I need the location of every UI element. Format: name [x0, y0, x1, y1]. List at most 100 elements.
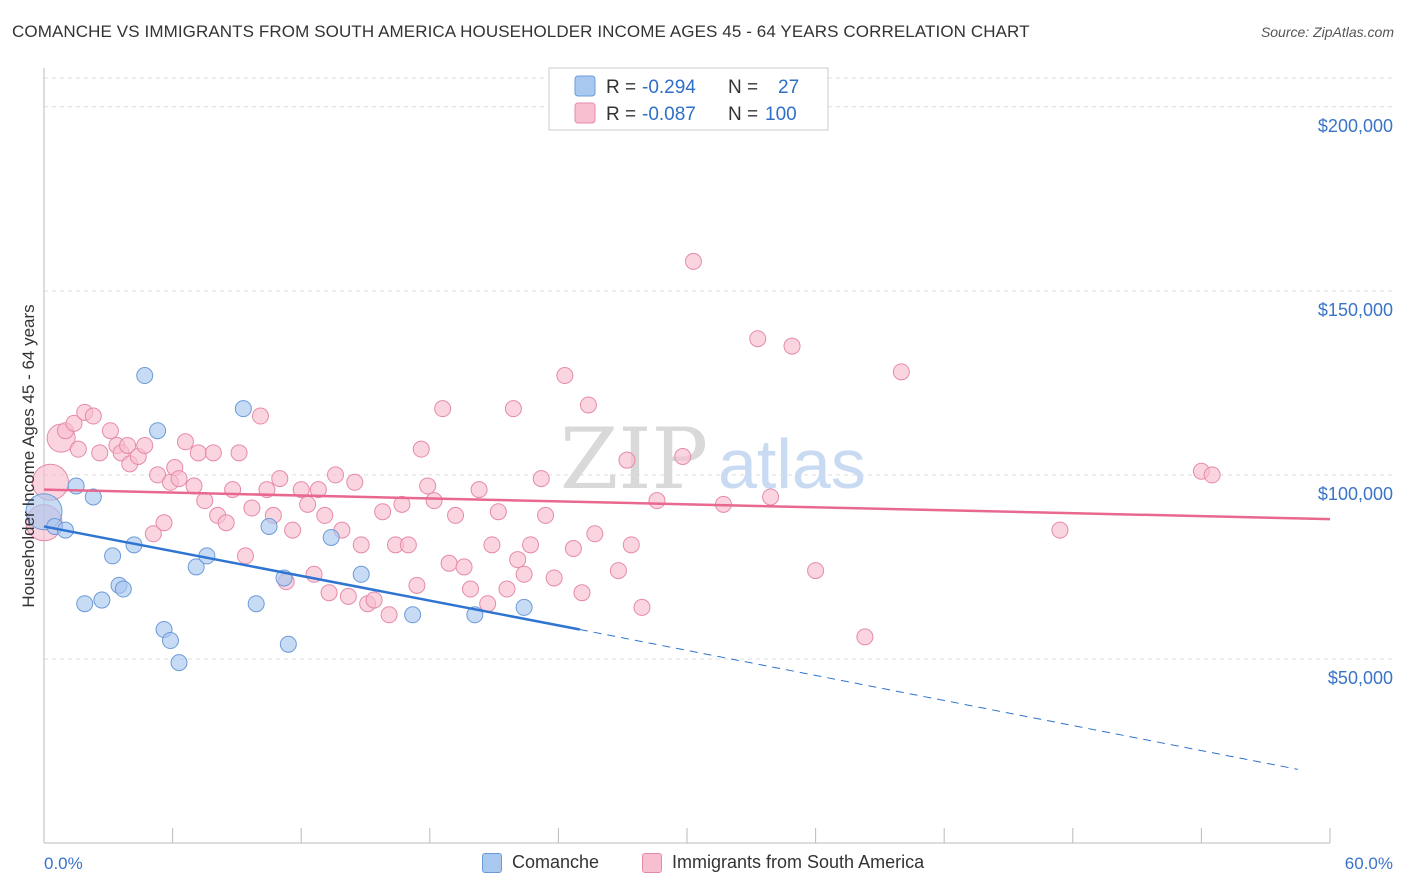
comanche-legend-label: Comanche — [512, 852, 600, 872]
comanche-trend-extension — [579, 629, 1298, 770]
comanche-swatch — [482, 852, 502, 873]
immigrants-swatch — [642, 852, 662, 873]
bottom-legend-comanche: Comanche — [482, 852, 599, 873]
immigrants-point-87 — [648, 492, 666, 510]
immigrants-point-24 — [189, 444, 207, 462]
comanche-point-27 — [515, 598, 533, 616]
immigrants-point-52 — [374, 503, 392, 521]
legend-n-value-1: 27 — [778, 77, 799, 98]
immigrants-point-18 — [155, 514, 173, 532]
immigrants-point-74 — [522, 536, 540, 554]
immigrants-point-97 — [1051, 521, 1069, 539]
legend-r-value-1: -0.294 — [642, 77, 696, 98]
immigrants-point-56 — [399, 536, 417, 554]
comanche-trend-line — [43, 525, 581, 631]
immigrants-point-58 — [412, 440, 430, 458]
watermark-atlas: atlas — [718, 425, 866, 503]
x-tick-label-min: 0.0% — [44, 854, 83, 873]
immigrants-point-73 — [515, 565, 533, 583]
immigrants-point-80 — [573, 584, 591, 602]
immigrants-point-85 — [618, 451, 636, 469]
immigrants-point-89 — [684, 252, 702, 270]
immigrants-point-81 — [579, 396, 597, 414]
comanche-point-23 — [322, 528, 340, 546]
immigrants-point-7 — [84, 407, 102, 425]
immigrants-point-43 — [316, 506, 334, 524]
immigrants-point-63 — [447, 506, 465, 524]
immigrants-point-31 — [236, 547, 254, 565]
immigrants-point-5 — [69, 440, 87, 458]
legend-r-value-2: -0.087 — [642, 104, 696, 125]
immigrants-point-28 — [217, 514, 235, 532]
x-tick-labels: 0.0% 60.0% — [44, 854, 1393, 873]
comanche-point-16 — [187, 558, 205, 576]
legend-box: R = -0.294 N = 27 R = -0.087 N = 100 — [548, 67, 829, 131]
immigrants-point-32 — [243, 499, 261, 517]
immigrants-point-12 — [119, 436, 137, 454]
immigrants-point-38 — [284, 521, 302, 539]
immigrants-point-93 — [783, 337, 801, 355]
immigrants-point-62 — [440, 554, 458, 572]
y-tick-label-2: $150,000 — [1318, 300, 1393, 320]
legend-n-value-2: 100 — [765, 104, 797, 125]
immigrants-point-44 — [320, 584, 338, 602]
immigrants-point-42 — [309, 481, 327, 499]
immigrants-point-72 — [509, 551, 527, 569]
data-points — [25, 252, 1221, 672]
immigrants-point-99 — [1203, 466, 1221, 484]
immigrants-point-4 — [65, 414, 83, 432]
axes — [43, 68, 1331, 844]
immigrants-point-83 — [609, 562, 627, 580]
immigrants-point-51 — [365, 591, 383, 609]
immigrants-point-16 — [144, 525, 162, 543]
comanche-point-9 — [114, 580, 132, 598]
comanche-point-14 — [161, 632, 179, 650]
legend-r-label-2: R = — [606, 104, 636, 125]
immigrants-point-61 — [434, 400, 452, 418]
immigrants-point-25 — [196, 492, 214, 510]
legend-n-label-2: N = — [728, 104, 758, 125]
immigrants-point-49 — [352, 536, 370, 554]
immigrants-point-68 — [483, 536, 501, 554]
trend-lines — [43, 488, 1331, 770]
comanche-point-5 — [76, 595, 94, 613]
immigrants-point-53 — [380, 606, 398, 624]
comanche-point-22 — [279, 635, 297, 653]
immigrants-point-84 — [622, 536, 640, 554]
immigrants-point-59 — [419, 477, 437, 495]
comanche-point-7 — [104, 547, 122, 565]
immigrants-point-71 — [504, 400, 522, 418]
y-tick-labels: $50,000 $100,000 $150,000 $200,000 — [1318, 116, 1393, 688]
comanche-point-6 — [93, 591, 111, 609]
immigrants-point-65 — [462, 580, 480, 598]
immigrants-point-30 — [230, 444, 248, 462]
comanche-point-12 — [149, 422, 167, 440]
immigrants-point-60 — [425, 492, 443, 510]
immigrants-point-33 — [251, 407, 269, 425]
immigrants-point-67 — [479, 595, 497, 613]
immigrants-trend-line — [43, 488, 1331, 521]
immigrants-point-92 — [762, 488, 780, 506]
immigrants-point-22 — [176, 433, 194, 451]
immigrants-point-21 — [170, 470, 188, 488]
immigrants-point-82 — [586, 525, 604, 543]
chart-source: Source: ZipAtlas.com — [1260, 24, 1394, 40]
immigrants-point-55 — [393, 495, 411, 513]
immigrants-point-64 — [455, 558, 473, 576]
chart-title: COMANCHE VS IMMIGRANTS FROM SOUTH AMERIC… — [12, 22, 1030, 41]
x-tick-label-max: 60.0% — [1345, 854, 1393, 873]
bottom-legend-immigrants: Immigrants from South America — [642, 852, 924, 873]
immigrants-point-47 — [339, 587, 357, 605]
immigrants-point-17 — [149, 466, 167, 484]
immigrants-point-75 — [532, 470, 550, 488]
immigrants-point-95 — [856, 628, 874, 646]
immigrants-point-77 — [545, 569, 563, 587]
y-tick-label-3: $200,000 — [1318, 116, 1393, 136]
immigrants-point-23 — [185, 477, 203, 495]
comanche-point-24 — [352, 565, 370, 583]
comanche-point-15 — [170, 654, 188, 672]
immigrants-point-39 — [292, 481, 310, 499]
y-axis-label: Householder Income Ages 45 - 64 years — [19, 304, 38, 607]
watermark: ZIP atlas — [560, 410, 866, 508]
